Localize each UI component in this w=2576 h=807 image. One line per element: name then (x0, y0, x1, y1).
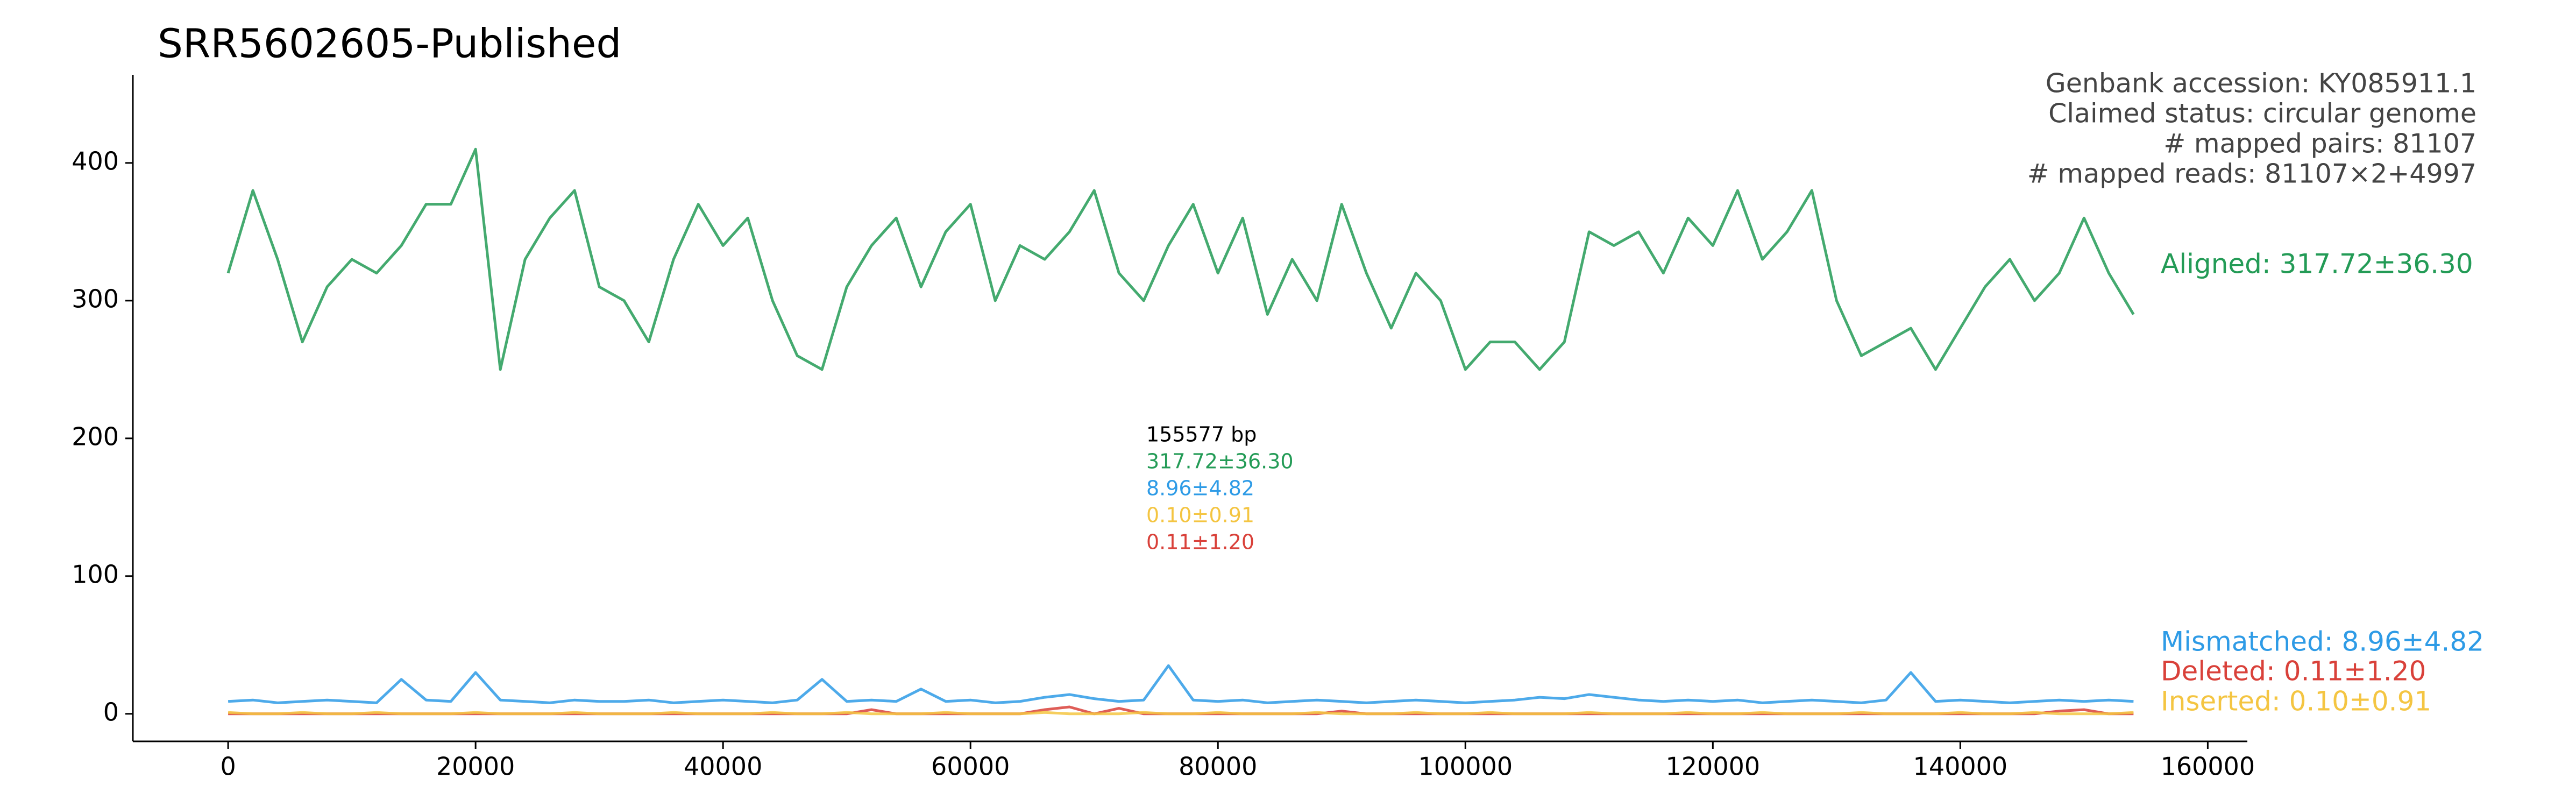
info-line: # mapped reads: 81107×2+4997 (2027, 159, 2476, 189)
series-line (228, 664, 2134, 704)
x-tick-label: 20000 (436, 752, 515, 781)
x-tick-label: 140000 (1913, 752, 2008, 781)
info-line: # mapped pairs: 81107 (2163, 129, 2476, 159)
info-line: Claimed status: circular genome (2048, 98, 2476, 129)
stats-line: 155577 bp (1146, 423, 1257, 447)
y-tick-label: 200 (72, 422, 119, 451)
y-tick-label: 100 (72, 560, 119, 589)
x-tick-label: 160000 (2161, 752, 2255, 781)
x-tick-label: 60000 (931, 752, 1010, 781)
x-tick-label: 0 (220, 752, 236, 781)
info-line: Genbank accession: KY085911.1 (2046, 68, 2476, 99)
stats-line: 0.11±1.20 (1146, 530, 1254, 554)
series-line (228, 711, 2134, 716)
chart-title: SRR5602605-Published (158, 21, 621, 67)
y-tick-label: 0 (103, 697, 119, 726)
stats-line: 8.96±4.82 (1146, 477, 1254, 500)
legend-label: Mismatched: 8.96±4.82 (2161, 626, 2484, 657)
legend-label: Deleted: 0.11±1.20 (2161, 656, 2426, 687)
x-tick-label: 120000 (1666, 752, 1761, 781)
x-tick-label: 40000 (684, 752, 762, 781)
x-tick-label: 100000 (1418, 752, 1513, 781)
stats-line: 0.10±0.91 (1146, 504, 1254, 527)
y-tick-label: 400 (72, 146, 119, 175)
x-tick-label: 80000 (1179, 752, 1257, 781)
series-line (226, 147, 2135, 371)
stats-line: 317.72±36.30 (1146, 450, 1294, 473)
legend-label: Inserted: 0.10±0.91 (2161, 686, 2431, 717)
y-tick-label: 300 (72, 284, 119, 313)
legend-label: Aligned: 317.72±36.30 (2161, 249, 2473, 280)
